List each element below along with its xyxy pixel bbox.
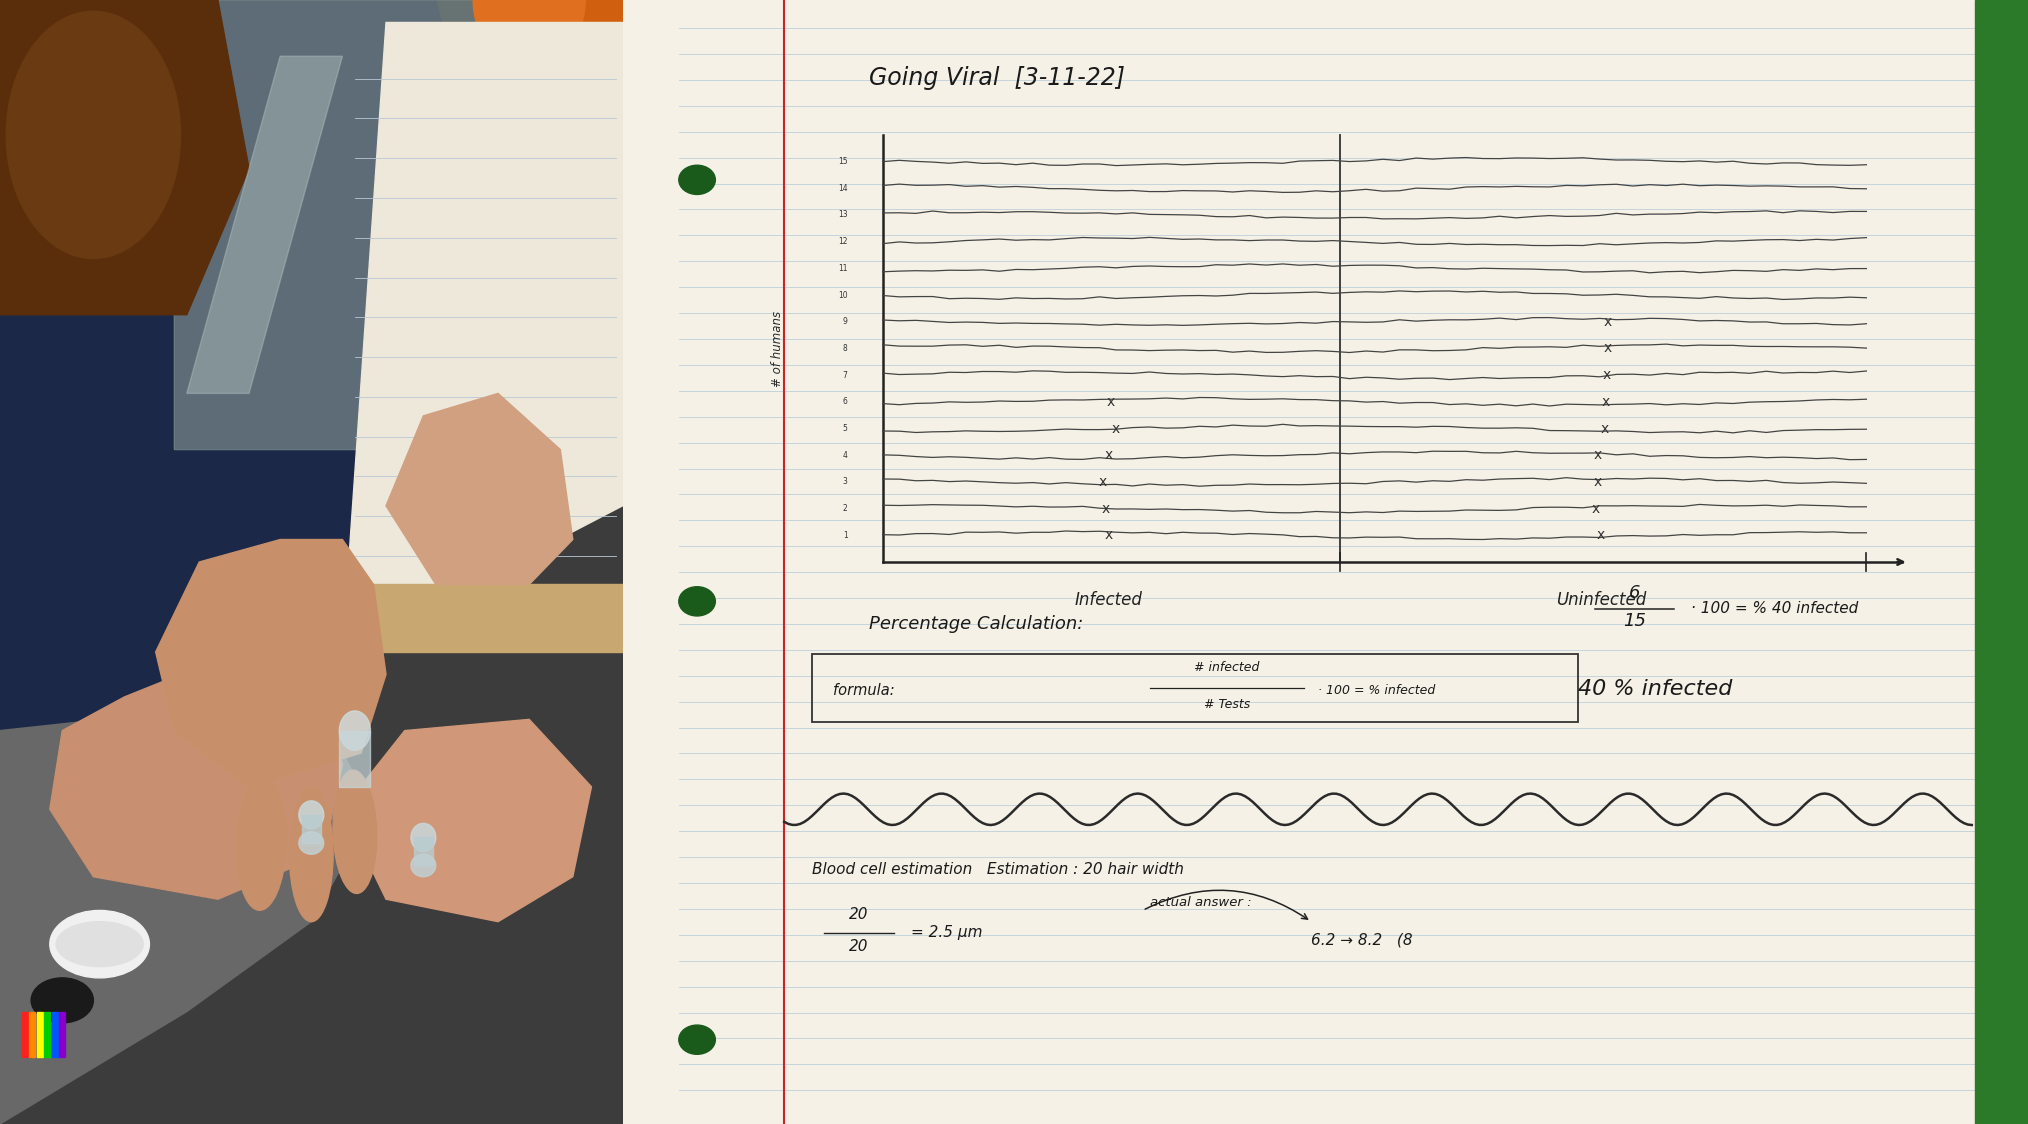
Polygon shape [385,393,572,584]
Text: x: x [1105,528,1113,542]
Circle shape [679,1025,716,1054]
Text: # infected: # infected [1194,661,1259,674]
Ellipse shape [333,770,377,894]
Text: 5: 5 [842,424,848,433]
Text: 10: 10 [838,290,848,300]
Ellipse shape [473,0,586,67]
Text: x: x [1596,528,1604,542]
Ellipse shape [412,823,436,852]
Text: x: x [1602,395,1610,409]
Text: x: x [1101,501,1109,516]
Polygon shape [0,0,249,315]
Ellipse shape [298,832,324,854]
Polygon shape [174,0,560,450]
Bar [45,1012,51,1057]
Text: 40 % infected: 40 % infected [1578,679,1732,699]
Ellipse shape [237,776,286,910]
Text: x: x [1594,475,1602,489]
Text: x: x [1604,315,1612,328]
Bar [343,584,623,652]
Bar [22,1012,28,1057]
Text: 15: 15 [838,157,848,166]
Text: actual answer :: actual answer : [1150,896,1251,909]
Text: = 2.5 μm: = 2.5 μm [911,925,982,941]
Text: 2: 2 [844,504,848,514]
Text: x: x [1600,422,1608,435]
Polygon shape [51,652,343,899]
Ellipse shape [412,854,436,877]
Polygon shape [0,0,529,731]
Text: 11: 11 [838,264,848,273]
Text: 20: 20 [850,939,868,954]
Text: 6: 6 [1628,584,1641,602]
Bar [302,815,320,843]
Text: 9: 9 [842,317,848,326]
Bar [813,654,1578,722]
Text: · 100 = % 40 infected: · 100 = % 40 infected [1691,600,1858,616]
Ellipse shape [30,978,93,1023]
Text: # Tests: # Tests [1205,698,1249,711]
Text: 1: 1 [844,531,848,540]
Ellipse shape [290,787,333,922]
Text: x: x [1592,501,1600,516]
Text: Blood cell estimation   Estimation : 20 hair width: Blood cell estimation Estimation : 20 ha… [813,862,1184,878]
Text: formula:: formula: [834,682,894,698]
Bar [414,837,432,865]
Text: Uninfected: Uninfected [1555,591,1647,609]
Text: 8: 8 [844,344,848,353]
Ellipse shape [57,922,144,967]
Text: 7: 7 [842,371,848,380]
Text: 3: 3 [842,478,848,487]
Bar [1975,0,2028,1124]
Text: x: x [1111,422,1119,435]
Circle shape [679,165,716,194]
Text: x: x [1107,395,1115,409]
Bar [339,731,371,787]
Polygon shape [343,719,592,922]
Polygon shape [0,697,373,1124]
Text: x: x [1099,475,1107,489]
Text: x: x [1594,448,1602,462]
Text: 15: 15 [1622,613,1647,631]
Text: x: x [1602,369,1610,382]
Ellipse shape [298,800,324,830]
Text: 12: 12 [838,237,848,246]
Text: 4: 4 [842,451,848,460]
Text: 6: 6 [842,397,848,407]
Text: x: x [1604,342,1612,355]
Ellipse shape [6,11,180,259]
Text: Infected: Infected [1075,591,1144,609]
Text: x: x [1105,448,1113,462]
Ellipse shape [51,910,150,978]
Text: 13: 13 [838,210,848,219]
Text: Percentage Calculation:: Percentage Calculation: [868,616,1083,634]
Ellipse shape [339,711,371,751]
Polygon shape [156,540,385,787]
Ellipse shape [511,0,647,107]
Text: 14: 14 [838,183,848,193]
Bar [51,1012,59,1057]
Text: Going Viral  [3-11-22]: Going Viral [3-11-22] [868,66,1126,90]
Polygon shape [343,22,623,652]
Text: 20: 20 [850,907,868,923]
Bar [37,1012,43,1057]
Text: 6.2 → 8.2   (8: 6.2 → 8.2 (8 [1312,932,1414,948]
Bar [28,1012,34,1057]
Bar [59,1012,65,1057]
Text: · 100 = % infected: · 100 = % infected [1318,683,1436,697]
Polygon shape [187,56,343,393]
Text: # of humans: # of humans [771,310,783,387]
Circle shape [679,587,716,616]
